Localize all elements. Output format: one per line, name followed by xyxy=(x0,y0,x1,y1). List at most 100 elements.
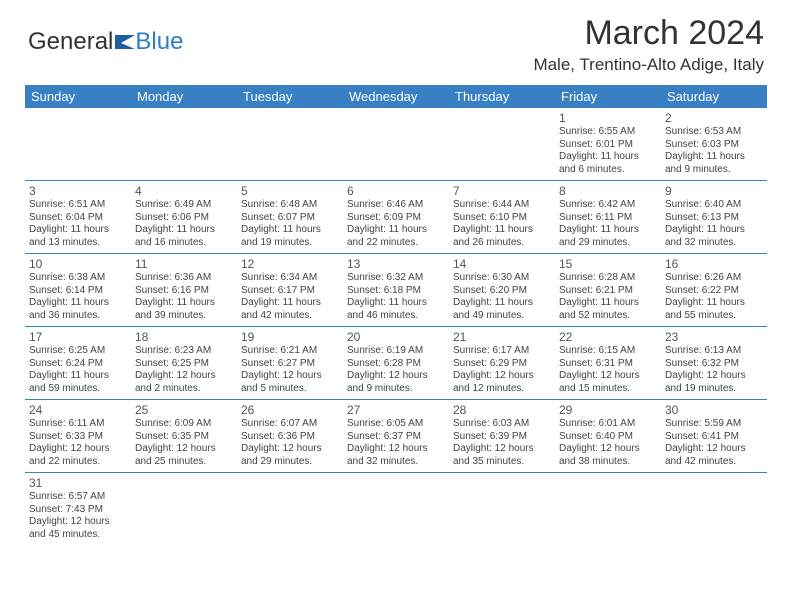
day-detail: Sunset: 6:13 PM xyxy=(665,212,763,225)
day-detail: Daylight: 12 hours xyxy=(135,443,233,456)
day-detail: Sunset: 6:36 PM xyxy=(241,431,339,444)
day-number: 9 xyxy=(665,184,763,198)
day-detail: and 22 minutes. xyxy=(29,456,127,469)
day-detail: Daylight: 11 hours xyxy=(453,224,551,237)
day-detail: Sunrise: 6:42 AM xyxy=(559,199,657,212)
day-detail: Daylight: 12 hours xyxy=(665,370,763,383)
day-number: 22 xyxy=(559,330,657,344)
week-row: 1Sunrise: 6:55 AMSunset: 6:01 PMDaylight… xyxy=(25,108,767,181)
day-cell: 2Sunrise: 6:53 AMSunset: 6:03 PMDaylight… xyxy=(661,108,767,180)
month-title: March 2024 xyxy=(533,14,764,53)
day-detail: Sunrise: 6:40 AM xyxy=(665,199,763,212)
day-detail: Sunset: 6:10 PM xyxy=(453,212,551,225)
day-number: 26 xyxy=(241,403,339,417)
day-detail: and 29 minutes. xyxy=(241,456,339,469)
day-number: 27 xyxy=(347,403,445,417)
day-detail: Daylight: 11 hours xyxy=(29,224,127,237)
day-detail: Sunrise: 6:36 AM xyxy=(135,272,233,285)
day-header: Sunday xyxy=(25,85,131,108)
day-detail: Sunrise: 6:19 AM xyxy=(347,345,445,358)
day-detail: and 36 minutes. xyxy=(29,310,127,323)
day-detail: Daylight: 11 hours xyxy=(559,297,657,310)
day-number: 28 xyxy=(453,403,551,417)
day-detail: Daylight: 12 hours xyxy=(559,370,657,383)
day-detail: Sunrise: 6:11 AM xyxy=(29,418,127,431)
day-detail: Daylight: 12 hours xyxy=(347,370,445,383)
day-cell: 11Sunrise: 6:36 AMSunset: 6:16 PMDayligh… xyxy=(131,254,237,326)
day-header: Monday xyxy=(131,85,237,108)
day-number: 23 xyxy=(665,330,763,344)
day-detail: Sunset: 6:28 PM xyxy=(347,358,445,371)
day-header-row: SundayMondayTuesdayWednesdayThursdayFrid… xyxy=(25,85,767,108)
day-detail: Sunrise: 6:34 AM xyxy=(241,272,339,285)
day-detail: Sunrise: 6:48 AM xyxy=(241,199,339,212)
brand-text-2: Blue xyxy=(135,28,183,56)
day-cell: 3Sunrise: 6:51 AMSunset: 6:04 PMDaylight… xyxy=(25,181,131,253)
week-row: 31Sunrise: 6:57 AMSunset: 7:43 PMDayligh… xyxy=(25,473,767,545)
day-detail: Sunset: 6:22 PM xyxy=(665,285,763,298)
day-detail: Daylight: 11 hours xyxy=(347,224,445,237)
day-cell: 16Sunrise: 6:26 AMSunset: 6:22 PMDayligh… xyxy=(661,254,767,326)
day-number: 30 xyxy=(665,403,763,417)
day-header: Saturday xyxy=(661,85,767,108)
day-detail: Sunset: 6:04 PM xyxy=(29,212,127,225)
empty-cell xyxy=(131,473,237,545)
day-cell: 24Sunrise: 6:11 AMSunset: 6:33 PMDayligh… xyxy=(25,400,131,472)
day-number: 17 xyxy=(29,330,127,344)
day-cell: 21Sunrise: 6:17 AMSunset: 6:29 PMDayligh… xyxy=(449,327,555,399)
day-number: 8 xyxy=(559,184,657,198)
empty-cell xyxy=(449,473,555,545)
day-cell: 17Sunrise: 6:25 AMSunset: 6:24 PMDayligh… xyxy=(25,327,131,399)
day-detail: Sunrise: 6:46 AM xyxy=(347,199,445,212)
day-detail: and 26 minutes. xyxy=(453,237,551,250)
day-cell: 1Sunrise: 6:55 AMSunset: 6:01 PMDaylight… xyxy=(555,108,661,180)
day-cell: 7Sunrise: 6:44 AMSunset: 6:10 PMDaylight… xyxy=(449,181,555,253)
day-detail: Sunrise: 5:59 AM xyxy=(665,418,763,431)
day-detail: and 9 minutes. xyxy=(665,164,763,177)
brand-text-1: General xyxy=(28,28,113,56)
day-detail: Sunrise: 6:51 AM xyxy=(29,199,127,212)
week-row: 3Sunrise: 6:51 AMSunset: 6:04 PMDaylight… xyxy=(25,181,767,254)
day-detail: and 39 minutes. xyxy=(135,310,233,323)
day-detail: Sunset: 6:11 PM xyxy=(559,212,657,225)
day-detail: Sunset: 6:31 PM xyxy=(559,358,657,371)
day-number: 5 xyxy=(241,184,339,198)
day-cell: 12Sunrise: 6:34 AMSunset: 6:17 PMDayligh… xyxy=(237,254,343,326)
day-detail: Sunset: 6:37 PM xyxy=(347,431,445,444)
day-detail: Sunrise: 6:07 AM xyxy=(241,418,339,431)
day-number: 3 xyxy=(29,184,127,198)
day-detail: Sunset: 6:29 PM xyxy=(453,358,551,371)
empty-cell xyxy=(661,473,767,545)
day-detail: and 13 minutes. xyxy=(29,237,127,250)
day-detail: and 59 minutes. xyxy=(29,383,127,396)
day-number: 13 xyxy=(347,257,445,271)
day-number: 31 xyxy=(29,476,127,490)
day-detail: Sunrise: 6:26 AM xyxy=(665,272,763,285)
day-detail: Sunset: 6:35 PM xyxy=(135,431,233,444)
empty-cell xyxy=(343,108,449,180)
day-cell: 30Sunrise: 5:59 AMSunset: 6:41 PMDayligh… xyxy=(661,400,767,472)
day-detail: Sunrise: 6:44 AM xyxy=(453,199,551,212)
day-detail: Sunset: 6:06 PM xyxy=(135,212,233,225)
day-number: 10 xyxy=(29,257,127,271)
day-header: Tuesday xyxy=(237,85,343,108)
day-number: 4 xyxy=(135,184,233,198)
empty-cell xyxy=(25,108,131,180)
day-number: 18 xyxy=(135,330,233,344)
day-detail: and 19 minutes. xyxy=(241,237,339,250)
day-number: 19 xyxy=(241,330,339,344)
flag-icon xyxy=(115,33,137,51)
day-detail: and 9 minutes. xyxy=(347,383,445,396)
day-cell: 20Sunrise: 6:19 AMSunset: 6:28 PMDayligh… xyxy=(343,327,449,399)
day-detail: Sunrise: 6:13 AM xyxy=(665,345,763,358)
day-cell: 15Sunrise: 6:28 AMSunset: 6:21 PMDayligh… xyxy=(555,254,661,326)
empty-cell xyxy=(343,473,449,545)
day-detail: Daylight: 11 hours xyxy=(559,224,657,237)
day-cell: 22Sunrise: 6:15 AMSunset: 6:31 PMDayligh… xyxy=(555,327,661,399)
day-detail: and 19 minutes. xyxy=(665,383,763,396)
day-detail: Sunset: 6:18 PM xyxy=(347,285,445,298)
day-detail: Sunset: 6:24 PM xyxy=(29,358,127,371)
week-row: 17Sunrise: 6:25 AMSunset: 6:24 PMDayligh… xyxy=(25,327,767,400)
day-cell: 4Sunrise: 6:49 AMSunset: 6:06 PMDaylight… xyxy=(131,181,237,253)
day-detail: Sunrise: 6:53 AM xyxy=(665,126,763,139)
